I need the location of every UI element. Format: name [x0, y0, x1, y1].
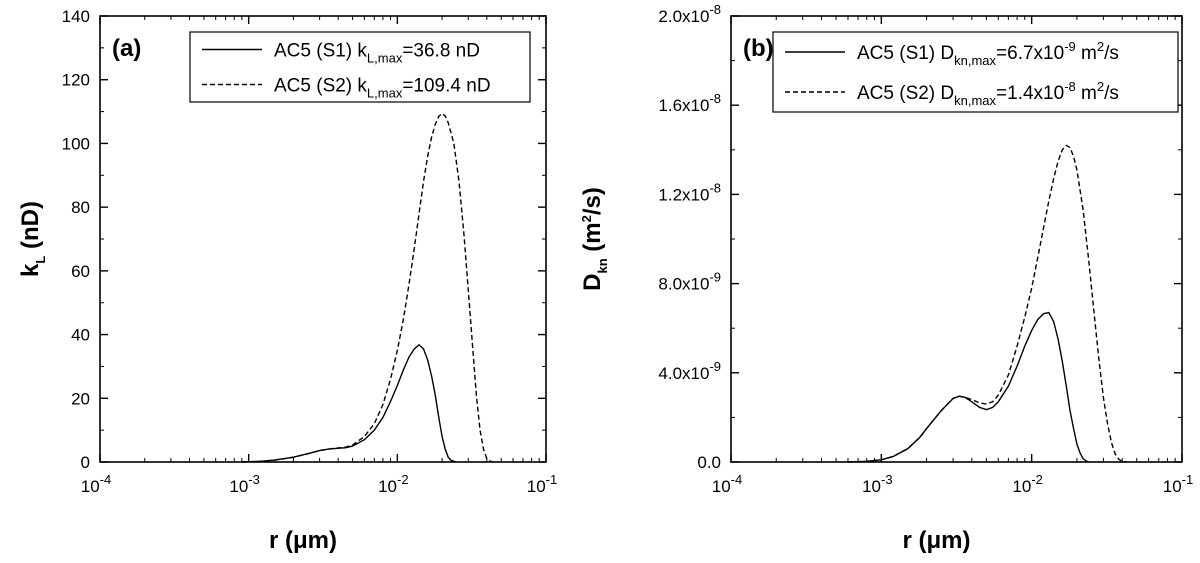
y-title-subscript: L: [33, 256, 48, 264]
y-tick-label: 120: [62, 71, 90, 90]
legend-superscript: 2: [1097, 79, 1104, 94]
y-axis-title: kL (nD): [17, 201, 48, 277]
y-tick-mantissa: 8.0x10: [658, 275, 709, 294]
x-tick-base: 10: [862, 477, 881, 496]
x-tick-exponent: -4: [731, 472, 743, 487]
y-tick-label: 2.0x10-8: [658, 2, 721, 26]
x-tick-exponent: -2: [397, 472, 409, 487]
y-tick-label: 0.0: [697, 453, 721, 472]
legend-text-part: AC5 (S1) D: [857, 43, 954, 64]
legend-subscript: kn,max: [954, 93, 996, 108]
legend-text-part: AC5 (S2) D: [857, 83, 954, 104]
x-tick-exponent: -3: [248, 472, 260, 487]
series-line-dashed: [847, 144, 1127, 463]
y-tick-exponent: -8: [709, 180, 721, 195]
series-line-solid: [241, 343, 457, 463]
legend-text-part: m: [1076, 83, 1097, 104]
y-tick-label: 80: [71, 198, 90, 217]
legend-text-part: m: [1076, 43, 1097, 64]
x-tick-base: 10: [712, 477, 731, 496]
x-tick-base: 10: [378, 477, 397, 496]
y-tick-label: 100: [62, 134, 90, 153]
legend-box: [772, 31, 1179, 113]
y-tick-label: 40: [71, 326, 90, 345]
y-tick-label: 8.0x10-9: [658, 270, 721, 294]
y-tick-label: 1.2x10-8: [658, 180, 721, 204]
y-tick-exponent: -9: [709, 359, 721, 374]
legend-text-part: AC5 (S2) k: [274, 76, 367, 97]
legend-subscript: L,max: [367, 51, 403, 66]
y-tick-label: 60: [71, 262, 90, 281]
x-tick-label: 10-4: [81, 472, 111, 496]
x-tick-label: 10-2: [1012, 472, 1042, 496]
x-tick-base: 10: [229, 477, 248, 496]
series-line-solid: [847, 311, 1090, 463]
y-tick-label: 140: [62, 7, 90, 26]
legend-entry: AC5 (S1) kL,max=36.8 nD: [274, 41, 480, 66]
legend-text-part: /s: [1104, 43, 1119, 64]
legend-text-part: =109.4 nD: [402, 76, 490, 97]
legend-subscript: kn,max: [954, 53, 996, 68]
x-axis-title: r (μm): [269, 527, 337, 554]
y-title-main: k: [17, 263, 44, 277]
x-tick-label: 10-4: [712, 472, 742, 496]
y-tick-exponent: -9: [709, 270, 721, 285]
y-title-unit-tail: /s): [579, 187, 606, 215]
legend-entry: AC5 (S2) kL,max=109.4 nD: [274, 76, 491, 101]
x-tick-label: 10-2: [378, 472, 408, 496]
y-title-unit: (nD): [17, 201, 44, 256]
series-line-dashed: [241, 112, 494, 463]
y-title-subscript: kn: [595, 258, 610, 273]
y-tick-mantissa: 1.6x10: [658, 96, 709, 115]
y-tick-label: 4.0x10-9: [658, 359, 721, 383]
x-tick-base: 10: [81, 477, 100, 496]
panel-label: (a): [112, 35, 141, 62]
y-axis-title: Dkn (m2/s): [579, 187, 610, 291]
x-tick-base: 10: [1012, 477, 1031, 496]
x-tick-base: 10: [527, 477, 546, 496]
y-tick-label: 1.6x10-8: [658, 91, 721, 115]
y-tick-mantissa: 1.2x10: [658, 185, 709, 204]
x-axis-title: r (μm): [902, 527, 970, 554]
x-tick-exponent: -1: [1182, 472, 1194, 487]
y-tick-exponent: -8: [709, 91, 721, 106]
y-tick-mantissa: 2.0x10: [658, 7, 709, 26]
legend-text-part: =6.7x10: [996, 43, 1064, 64]
chart-panel-b: 10-4 10-3 10-2 10-10.04.0x10-98.0x10-91.2x1…: [579, 2, 1193, 554]
panel-label: (b): [743, 35, 774, 62]
x-tick-exponent: -4: [100, 472, 112, 487]
x-tick-base: 10: [1163, 477, 1182, 496]
legend-box: [189, 31, 531, 103]
legend-superscript: -9: [1064, 39, 1076, 54]
x-tick-label: 10-3: [862, 472, 892, 496]
y-title-superscript: 2: [579, 215, 594, 222]
legend-superscript: -8: [1064, 79, 1076, 94]
y-tick-mantissa: 0.0: [697, 453, 721, 472]
x-tick-exponent: -3: [881, 472, 893, 487]
y-title-unit: (m: [579, 222, 606, 258]
legend-entry: AC5 (S2) Dkn,max=1.4x10-8 m2/s: [857, 79, 1119, 108]
legend-text-part: =1.4x10: [996, 83, 1064, 104]
x-tick-label: 10-1: [1163, 472, 1193, 496]
y-tick-label: 20: [71, 389, 90, 408]
legend-text-part: /s: [1104, 83, 1119, 104]
y-tick-mantissa: 4.0x10: [658, 364, 709, 383]
x-tick-exponent: -1: [546, 472, 558, 487]
x-tick-label: 10-1: [527, 472, 557, 496]
x-tick-exponent: -2: [1031, 472, 1043, 487]
y-tick-label: 0: [81, 453, 90, 472]
legend-superscript: 2: [1097, 39, 1104, 54]
legend-subscript: L,max: [367, 86, 403, 101]
legend-entry: AC5 (S1) Dkn,max=6.7x10-9 m2/s: [857, 39, 1119, 68]
legend-text-part: =36.8 nD: [402, 41, 480, 62]
y-tick-exponent: -8: [709, 2, 721, 17]
legend-text-part: AC5 (S1) k: [274, 41, 367, 62]
y-title-main: D: [579, 274, 606, 291]
x-tick-label: 10-3: [229, 472, 259, 496]
